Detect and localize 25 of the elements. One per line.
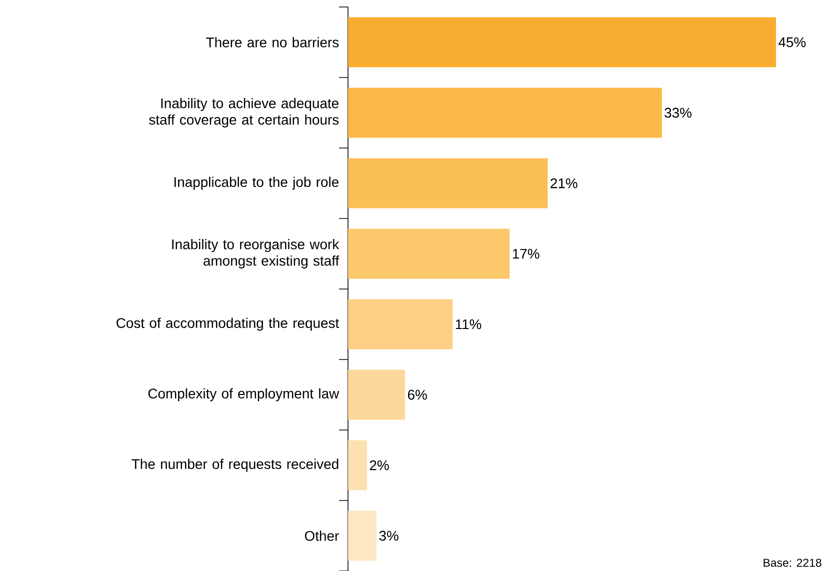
bar [348,88,662,138]
y-tick-label: Cost of accommodating the request [116,318,340,331]
data-label: 17% [512,248,540,259]
y-tick-label: Inability to reorganise work amongst existing staff [172,239,340,268]
data-label: 21% [550,178,578,188]
bar [348,228,510,279]
bar [348,370,406,420]
data-label: 33% [664,108,692,118]
data-label: 6% [408,390,427,400]
y-tick-label: There are no barriers [206,37,339,48]
y-tick-label: Complexity of employment law [148,388,340,402]
bar [348,158,548,208]
bar [348,299,453,350]
bar [348,17,776,68]
bar [348,510,377,561]
y-tick-label: The number of requests received [132,458,338,472]
data-label: 11% [456,319,482,330]
data-label: 2% [370,460,389,470]
annotation: Base: 2218 [764,558,822,567]
y-tick-label: Inapplicable to the job role [174,176,338,190]
data-label: 45% [778,37,806,48]
y-tick-label: Other [304,530,339,541]
data-label: 3% [379,530,398,541]
y-tick-label: Inability to achieve adequate staff coverage at certain hours [149,98,339,128]
bar [348,440,368,490]
